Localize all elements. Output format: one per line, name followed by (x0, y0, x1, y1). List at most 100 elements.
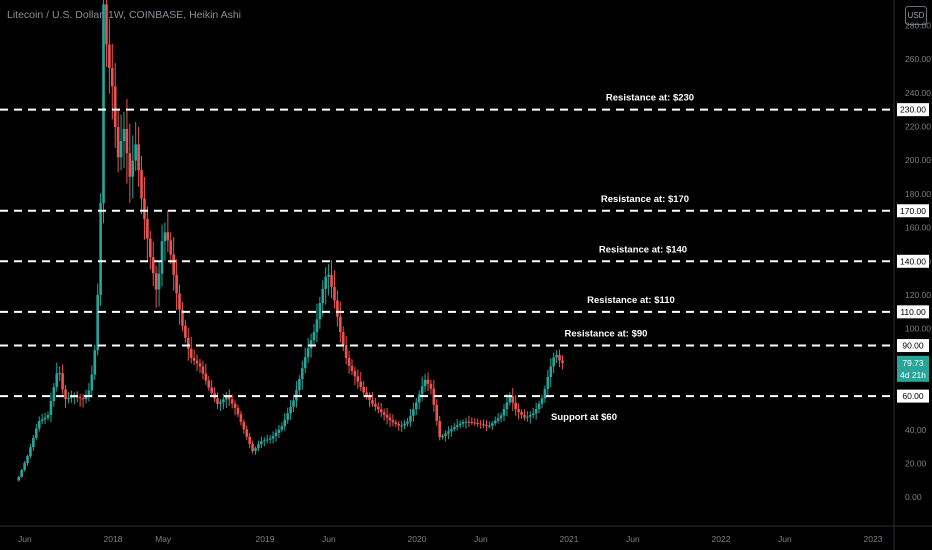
x-tick-label: 2022 (712, 534, 731, 544)
candle-body (391, 420, 395, 423)
candle-body (128, 153, 132, 177)
candle-body (452, 426, 456, 430)
candle-body (160, 241, 164, 274)
candle-body (105, 4, 108, 45)
candle-body (186, 337, 190, 349)
candle-body (201, 366, 205, 374)
candle-body (157, 273, 161, 290)
candle-body (414, 402, 418, 410)
candle-body (534, 409, 538, 414)
candle-body (412, 409, 415, 416)
candle-body (508, 396, 512, 403)
candle-body (52, 387, 56, 402)
candle-body (359, 381, 363, 388)
candle-body (84, 395, 88, 400)
candle-body (338, 316, 342, 333)
chart-title: Litecoin / U.S. Dollar, 1W, COINBASE, He… (7, 9, 242, 21)
candle-body (43, 417, 47, 420)
candle-body (154, 273, 158, 290)
candle-body (558, 355, 561, 361)
candle-body (64, 389, 67, 400)
candle-body (461, 421, 465, 424)
candle-body (260, 441, 263, 445)
candle-body (219, 402, 222, 404)
currency-button[interactable]: USD (905, 6, 927, 25)
candle-body (227, 396, 231, 400)
level-axis-label: 170.00 (900, 206, 926, 216)
candle-body (552, 357, 555, 367)
x-tick-label: 2020 (408, 534, 427, 544)
candle-body (257, 444, 260, 449)
candle-body (312, 332, 316, 341)
level-annotation: Resistance at: $110 (587, 295, 675, 306)
candle-body (321, 288, 325, 304)
level-axis-label: 110.00 (900, 307, 926, 317)
candle-body (429, 383, 433, 389)
level-axis-label-bg (897, 305, 929, 319)
candle-body (239, 414, 243, 422)
candle-body (166, 232, 170, 241)
candle-body (520, 412, 523, 415)
candle-body (493, 420, 497, 424)
candle-body (283, 419, 287, 427)
candle-body (485, 425, 488, 427)
candle-body (473, 422, 477, 424)
candle-body (306, 348, 310, 358)
candle-body (146, 219, 149, 239)
candle-body (184, 325, 187, 338)
bar-countdown-label: 4d 21h (900, 370, 926, 380)
candle-body (96, 294, 99, 351)
candle-body (537, 403, 541, 410)
last-price-label: 79.73 (902, 358, 924, 368)
x-tick-label: 2018 (104, 534, 123, 544)
x-tick-label: 2019 (256, 534, 275, 544)
candle-body (23, 462, 26, 470)
candle-body (233, 403, 237, 408)
candle-body (125, 128, 129, 154)
candle-body (113, 86, 117, 127)
candle-body (458, 423, 462, 426)
candle-body (528, 415, 532, 417)
x-tick-label: Jun (18, 534, 32, 544)
candle-body (207, 380, 211, 388)
level-axis-label: 230.00 (900, 105, 926, 115)
candle-body (324, 276, 327, 289)
candle-body (336, 300, 339, 317)
candle-body (438, 421, 441, 438)
candles (17, 0, 564, 482)
candle-body (262, 440, 266, 442)
candle-body (116, 126, 120, 158)
levels: Resistance at: $230 230.00 Resistance at: … (0, 93, 929, 423)
candle-body (122, 128, 126, 142)
candle-body (499, 415, 503, 419)
level-annotation: Resistance at: $140 (599, 244, 687, 255)
candle-body (110, 67, 114, 87)
candle-body (444, 433, 447, 436)
candle-body (409, 415, 412, 422)
x-tick-label: 2021 (560, 534, 579, 544)
candle-body (70, 396, 73, 398)
level-axis-label-bg (897, 339, 929, 353)
candle-body (140, 170, 143, 199)
candle-body (333, 286, 336, 301)
candle-body (482, 424, 485, 426)
candle-body (540, 398, 544, 404)
candle-body (298, 379, 301, 391)
candle-body (289, 406, 292, 414)
y-tick-label: 0.00 (905, 492, 922, 502)
candle-body (58, 373, 61, 375)
candle-body (435, 404, 439, 422)
candle-body (549, 366, 553, 377)
y-tick-label: 180.00 (905, 189, 931, 199)
candle-body (388, 417, 392, 421)
level-axis-label-bg (897, 389, 929, 403)
candle-body (131, 160, 135, 177)
candle-body (181, 309, 184, 326)
candle-body (230, 399, 234, 404)
candle-body (90, 374, 94, 391)
candle-body (99, 203, 102, 295)
candle-body (265, 439, 269, 441)
candle-body (148, 238, 152, 258)
